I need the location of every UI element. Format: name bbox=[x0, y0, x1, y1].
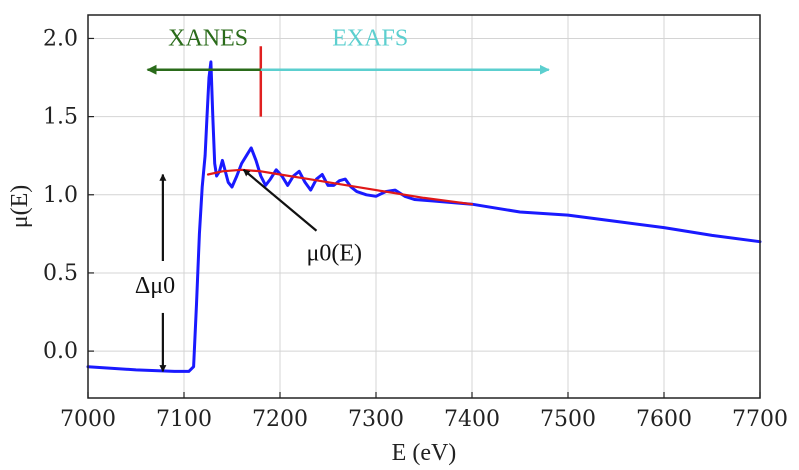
y-tick-label: 1.0 bbox=[43, 183, 78, 208]
y-tick-label: 2.0 bbox=[43, 26, 78, 51]
x-tick-label: 7100 bbox=[156, 407, 212, 432]
series-measured-line bbox=[86, 60, 762, 373]
x-tick-label: 7600 bbox=[636, 407, 692, 432]
xanes-label: XANES bbox=[168, 26, 248, 52]
series-background-line bbox=[206, 168, 474, 206]
x-tick-label: 7000 bbox=[60, 407, 116, 432]
x-axis-title: E (eV) bbox=[392, 440, 457, 466]
x-tick-label: 7200 bbox=[252, 407, 308, 432]
x-tick-label: 7300 bbox=[348, 407, 404, 432]
exafs-label: EXAFS bbox=[332, 26, 408, 52]
plot-frame bbox=[87, 14, 761, 399]
x-tick-label: 7400 bbox=[444, 407, 500, 432]
x-tick-label: 7500 bbox=[540, 407, 596, 432]
x-tick-label: 7700 bbox=[732, 407, 788, 432]
annotations: XANES EXAFS Δμ0 μ0(E) bbox=[135, 26, 550, 373]
y-tick-label: 0.0 bbox=[43, 339, 78, 364]
mu0-arrow bbox=[242, 168, 318, 232]
tick-labels: 7000 7100 7200 7300 7400 7500 7600 7700 0.0 0.5 1.… bbox=[43, 26, 788, 432]
delta-mu-label: Δμ0 bbox=[135, 273, 175, 299]
y-tick-label: 1.5 bbox=[43, 105, 78, 130]
y-tick-label: 0.5 bbox=[43, 261, 78, 286]
grid bbox=[87, 15, 761, 398]
y-axis-title: μ(E) bbox=[7, 185, 33, 229]
series-layer bbox=[86, 60, 762, 373]
mu0-label: μ0(E) bbox=[306, 241, 362, 267]
